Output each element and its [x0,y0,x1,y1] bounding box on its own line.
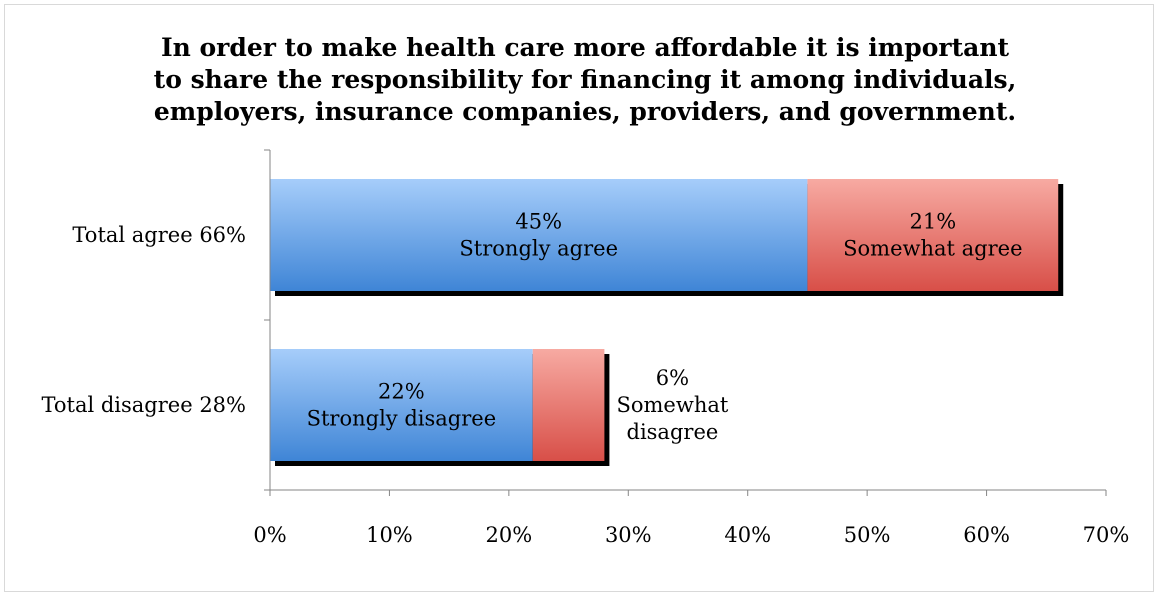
x-tick-label: 70% [1083,523,1130,547]
x-tick-label: 60% [963,523,1010,547]
data-label: 21% Somewhat agree [843,210,1022,261]
chart-frame [4,4,1154,592]
chart-title-line: employers, insurance companies, provider… [153,97,1017,126]
bar-segment [270,179,808,291]
x-tick-label: 20% [486,523,533,547]
x-tick-label: 40% [724,523,771,547]
data-label: 6% Somewhat disagree [616,366,728,444]
chart-title-line: In order to make health care more afford… [160,33,1010,62]
chart-title: In order to make health care more afford… [0,32,1156,128]
x-tick-label: 50% [844,523,891,547]
data-label: 22% Strongly disagree [307,380,497,431]
data-label: 45% Strongly agree [459,210,618,261]
bar-segment [532,349,605,461]
x-tick-label: 0% [253,523,286,547]
bar-segment [270,349,533,461]
x-tick-label: 30% [605,523,652,547]
chart-title-line: to share the responsibility for financin… [153,65,1017,94]
category-label: Total disagree 28% [41,393,246,417]
category-label: Total agree 66% [72,223,246,247]
bar-segment [807,179,1059,291]
x-tick-label: 10% [366,523,413,547]
